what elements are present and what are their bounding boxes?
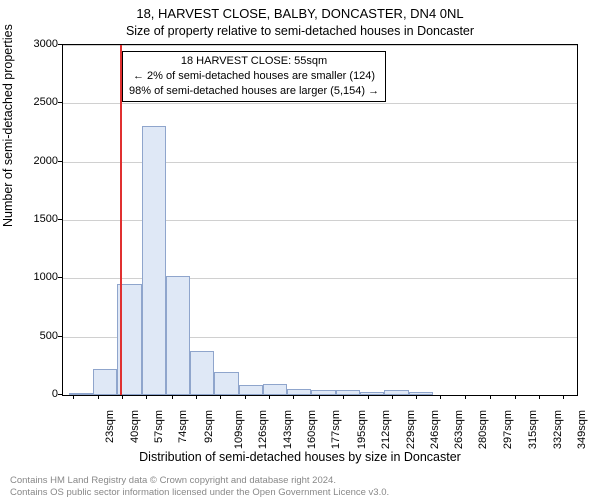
x-tick-mark	[465, 395, 466, 399]
x-tick-label: 280sqm	[478, 410, 490, 449]
y-tick-mark	[58, 102, 62, 103]
x-tick-label: 349sqm	[576, 410, 588, 449]
grid-line	[63, 220, 577, 221]
x-tick-label: 74sqm	[177, 410, 189, 443]
x-tick-label: 126sqm	[258, 410, 270, 449]
y-tick-label: 1500	[18, 213, 58, 225]
x-tick-label: 57sqm	[153, 410, 165, 443]
attribution: Contains HM Land Registry data © Crown c…	[10, 475, 389, 498]
y-tick-mark	[58, 336, 62, 337]
annotation-line-1: 18 HARVEST CLOSE: 55sqm	[129, 54, 379, 69]
x-tick-label: 177sqm	[330, 410, 342, 449]
y-axis-label: Number of semi-detached properties	[1, 24, 15, 227]
x-tick-label: 195sqm	[356, 410, 368, 449]
y-tick-label: 2000	[18, 155, 58, 167]
annotation-box: 18 HARVEST CLOSE: 55sqm ← 2% of semi-det…	[122, 51, 386, 102]
histogram-bar	[93, 369, 117, 395]
x-tick-mark	[293, 395, 294, 399]
attribution-line-1: Contains HM Land Registry data © Crown c…	[10, 475, 389, 486]
x-tick-mark	[490, 395, 491, 399]
histogram-bar	[69, 393, 93, 395]
grid-line	[63, 162, 577, 163]
x-tick-label: 160sqm	[306, 410, 318, 449]
x-tick-label: 23sqm	[104, 410, 116, 443]
x-tick-mark	[269, 395, 270, 399]
y-tick-mark	[58, 219, 62, 220]
x-tick-label: 332sqm	[552, 410, 564, 449]
y-tick-label: 1000	[18, 271, 58, 283]
histogram-bar	[190, 351, 214, 395]
histogram-bar	[311, 390, 335, 395]
x-tick-label: 40sqm	[129, 410, 141, 443]
x-tick-mark	[343, 395, 344, 399]
x-tick-label: 109sqm	[233, 410, 245, 449]
grid-line	[63, 45, 577, 46]
histogram-bar	[287, 389, 311, 395]
histogram-bar	[239, 385, 263, 396]
histogram-bar	[336, 390, 360, 395]
x-tick-mark	[563, 395, 564, 399]
histogram-bar	[166, 276, 190, 395]
x-tick-label: 297sqm	[502, 410, 514, 449]
annotation-line-2: ← 2% of semi-detached houses are smaller…	[129, 69, 379, 84]
chart-subtitle: Size of property relative to semi-detach…	[0, 24, 600, 38]
x-tick-mark	[73, 395, 74, 399]
x-tick-mark	[98, 395, 99, 399]
chart-title: 18, HARVEST CLOSE, BALBY, DONCASTER, DN4…	[0, 6, 600, 21]
x-tick-mark	[539, 395, 540, 399]
x-tick-mark	[319, 395, 320, 399]
y-tick-mark	[58, 161, 62, 162]
x-tick-label: 246sqm	[429, 410, 441, 449]
y-tick-label: 0	[18, 388, 58, 400]
y-tick-mark	[58, 394, 62, 395]
x-tick-label: 263sqm	[453, 410, 465, 449]
x-tick-label: 92sqm	[203, 410, 215, 443]
histogram-bar	[409, 392, 433, 395]
x-tick-mark	[220, 395, 221, 399]
x-tick-mark	[392, 395, 393, 399]
y-tick-label: 3000	[18, 38, 58, 50]
x-tick-mark	[440, 395, 441, 399]
x-tick-mark	[196, 395, 197, 399]
histogram-bar	[384, 390, 408, 395]
x-tick-mark	[122, 395, 123, 399]
x-tick-mark	[245, 395, 246, 399]
x-axis-label: Distribution of semi-detached houses by …	[0, 450, 600, 464]
x-tick-mark	[515, 395, 516, 399]
chart-container: 18, HARVEST CLOSE, BALBY, DONCASTER, DN4…	[0, 0, 600, 500]
histogram-bar	[360, 392, 384, 395]
y-tick-mark	[58, 277, 62, 278]
x-tick-label: 212sqm	[380, 410, 392, 449]
y-tick-label: 500	[18, 330, 58, 342]
x-tick-label: 143sqm	[282, 410, 294, 449]
x-tick-mark	[416, 395, 417, 399]
x-tick-mark	[172, 395, 173, 399]
grid-line	[63, 278, 577, 279]
histogram-bar	[263, 384, 287, 395]
histogram-bar	[142, 126, 166, 396]
attribution-line-2: Contains OS public sector information li…	[10, 487, 389, 498]
x-tick-label: 315sqm	[527, 410, 539, 449]
annotation-line-3: 98% of semi-detached houses are larger (…	[129, 84, 379, 99]
y-tick-label: 2500	[18, 96, 58, 108]
x-tick-mark	[368, 395, 369, 399]
histogram-bar	[214, 372, 238, 395]
x-tick-mark	[146, 395, 147, 399]
x-tick-label: 229sqm	[405, 410, 417, 449]
y-tick-mark	[58, 44, 62, 45]
grid-line	[63, 103, 577, 104]
